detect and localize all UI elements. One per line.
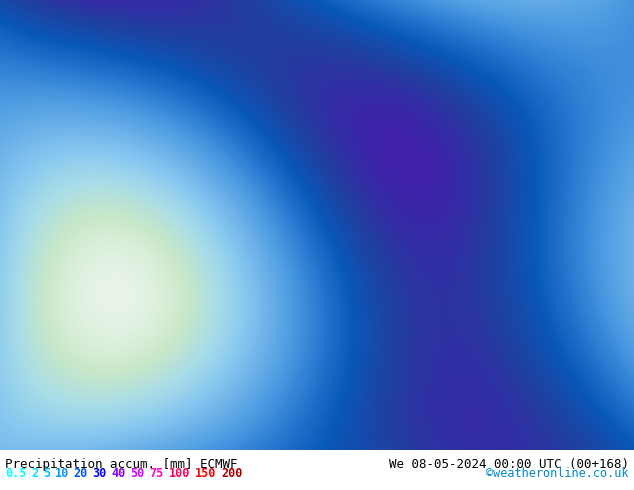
Text: 10: 10	[55, 467, 68, 480]
Bar	[0, 450, 634, 490]
Text: Precipitation accum. [mm] ECMWF: Precipitation accum. [mm] ECMWF	[5, 458, 238, 471]
Text: 0.5: 0.5	[5, 467, 27, 480]
Text: 50: 50	[131, 467, 145, 480]
Text: We 08-05-2024 00:00 UTC (00+168): We 08-05-2024 00:00 UTC (00+168)	[389, 458, 629, 471]
Text: ©weatheronline.co.uk: ©weatheronline.co.uk	[486, 467, 629, 480]
Text: 200: 200	[221, 467, 243, 480]
Text: 40: 40	[112, 467, 126, 480]
Text: 30: 30	[93, 467, 107, 480]
Text: 100: 100	[169, 467, 190, 480]
Text: 150: 150	[195, 467, 216, 480]
Text: 2: 2	[32, 467, 39, 480]
Text: 5: 5	[43, 467, 50, 480]
Text: 75: 75	[150, 467, 164, 480]
Text: 20: 20	[74, 467, 87, 480]
